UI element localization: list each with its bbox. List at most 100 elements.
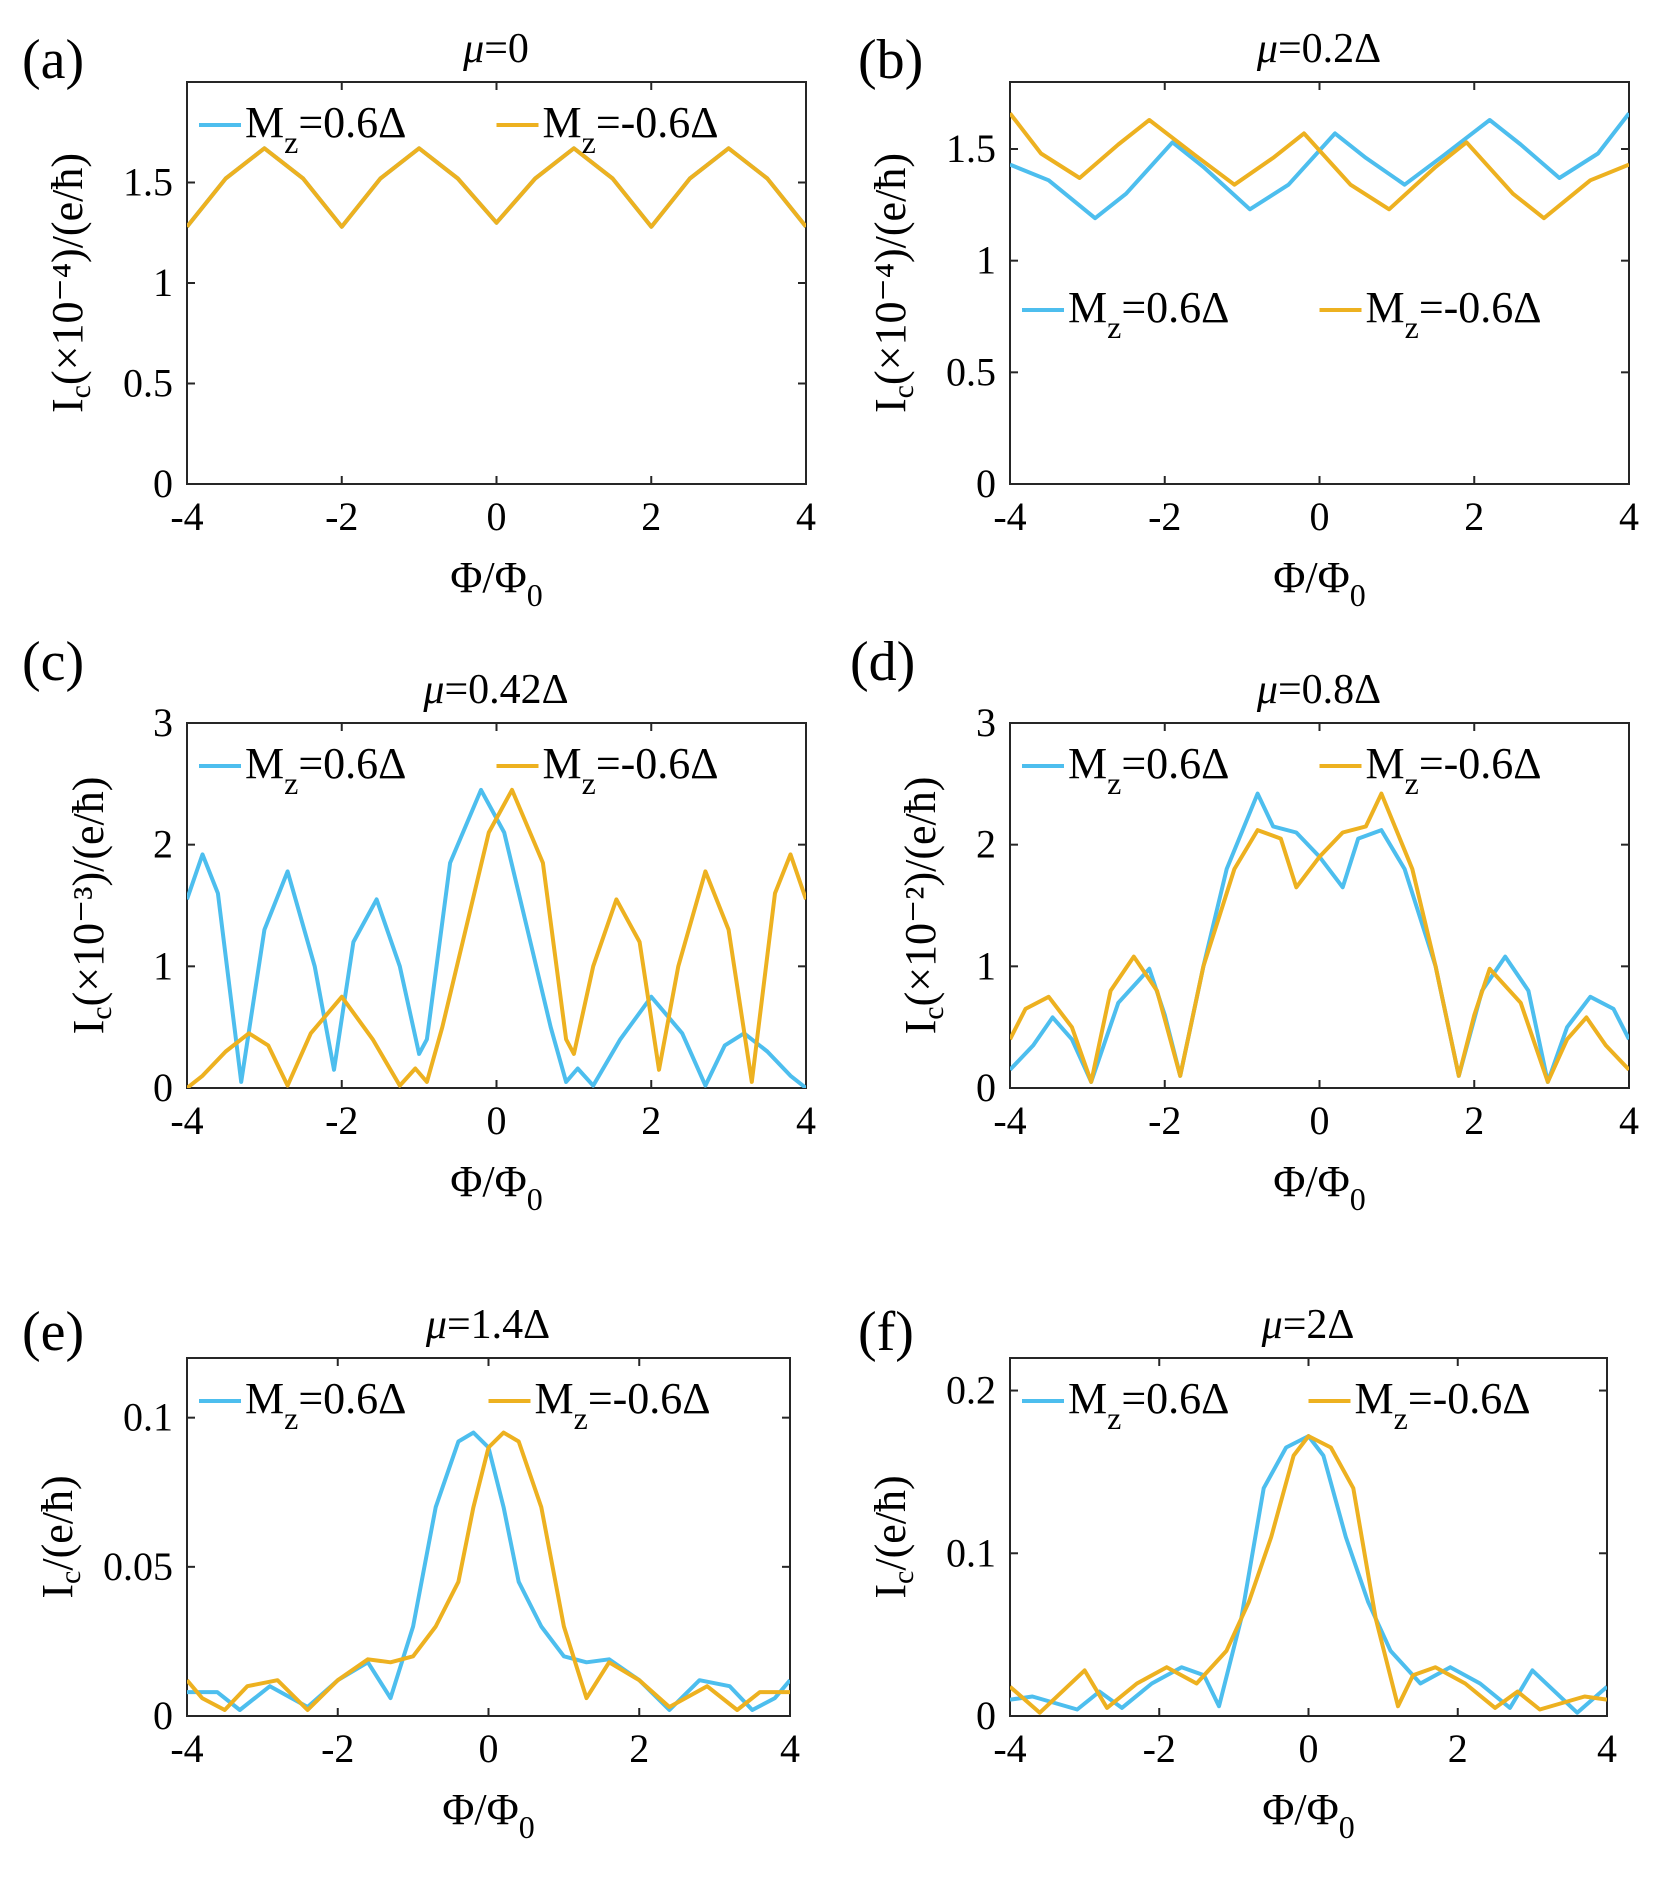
- panel-e: -4 -2 0 2 4 0 0.05 0.1 μ=1.4Δ (e) Ic/(e/ħ) Φ/Φ0 Mz=0…: [22, 1301, 800, 1845]
- x-tick-label: 0: [1310, 494, 1330, 539]
- y-tick-label: 1: [153, 943, 173, 988]
- y-tick-label: 0: [153, 1065, 173, 1110]
- panel-title: μ=2Δ: [1261, 1302, 1355, 1348]
- series-line-mz-pos: [1010, 1434, 1607, 1715]
- y-tick-label: 0: [976, 1065, 996, 1110]
- panel-title: μ=0: [462, 26, 529, 72]
- y-axis-label: Ic(×10⁻²)/(e/ħ): [896, 777, 950, 1035]
- panel-a: -4 -2 0 2 4 0 0.5 1 1.5 μ=0 (a) Ic(×10⁻⁴)/(e/ħ) Φ/Φ0…: [22, 26, 816, 613]
- legend-label: Mz=0.6Δ: [1068, 739, 1229, 801]
- y-tick-label: 0.2: [946, 1368, 996, 1413]
- x-tick-label: -4: [170, 1098, 203, 1143]
- y-tick-label: 0: [976, 1693, 996, 1738]
- x-tick-label: 4: [1619, 494, 1639, 539]
- x-tick-label: 2: [1448, 1726, 1468, 1771]
- panel-label: (b): [858, 29, 923, 91]
- legend-label: Mz=-0.6Δ: [535, 1374, 711, 1436]
- legend-label: Mz=-0.6Δ: [1366, 739, 1542, 801]
- y-tick-label: 3: [153, 700, 173, 745]
- x-tick-label: 0: [479, 1726, 499, 1771]
- legend-label: Mz=0.6Δ: [1068, 1374, 1229, 1436]
- legend-label: Mz=0.6Δ: [245, 1374, 406, 1436]
- panel-title: μ=1.4Δ: [425, 1302, 550, 1348]
- series-line-mz-neg: [1010, 112, 1629, 221]
- x-tick-label: -2: [1148, 1098, 1181, 1143]
- x-tick-label: -2: [1148, 494, 1181, 539]
- x-tick-label: 4: [796, 1098, 816, 1143]
- x-tick-label: -2: [325, 494, 358, 539]
- series-line-mz-neg: [187, 146, 806, 229]
- x-axis-label: Φ/Φ0: [1273, 1157, 1366, 1217]
- x-tick-label: 4: [780, 1726, 800, 1771]
- x-axis-label: Φ/Φ0: [1273, 553, 1366, 613]
- x-tick-label: 2: [641, 494, 661, 539]
- legend-label: Mz=0.6Δ: [1068, 283, 1229, 345]
- x-tick-label: -4: [170, 494, 203, 539]
- legend-label: Mz=-0.6Δ: [1366, 283, 1542, 345]
- x-tick-label: -4: [993, 1726, 1026, 1771]
- x-tick-label: 0: [1299, 1726, 1319, 1771]
- panel-c: -4 -2 0 2 4 0 1 2 3 μ=0.42Δ (c) Ic(×10⁻³)/(e/ħ) Φ/Φ0…: [22, 631, 816, 1217]
- panel-d: -4 -2 0 2 4 0 1 2 3 μ=0.8Δ (d) Ic(×10⁻²)/(e/ħ) Φ/Φ0 M…: [850, 631, 1639, 1217]
- y-tick-label: 1: [976, 238, 996, 283]
- x-tick-label: 0: [1310, 1098, 1330, 1143]
- panel-label: (f): [858, 1301, 914, 1363]
- panel-title: μ=0.2Δ: [1256, 26, 1381, 72]
- y-tick-label: 0.1: [123, 1395, 173, 1440]
- y-tick-label: 2: [153, 822, 173, 867]
- panel-title: μ=0.42Δ: [422, 667, 568, 713]
- x-axis-label: Φ/Φ0: [450, 1157, 543, 1217]
- y-tick-label: 1.5: [123, 160, 173, 205]
- x-tick-label: -4: [170, 1726, 203, 1771]
- panel-label: (a): [22, 29, 84, 91]
- x-tick-label: 2: [641, 1098, 661, 1143]
- y-axis-label: Ic/(e/ħ): [866, 1475, 920, 1598]
- series-line-mz-pos: [187, 787, 806, 1088]
- legend-label: Mz=-0.6Δ: [543, 739, 719, 801]
- x-tick-label: 0: [487, 1098, 507, 1143]
- panel-label: (c): [22, 631, 84, 693]
- x-axis-label: Φ/Φ0: [442, 1785, 535, 1845]
- x-tick-label: -2: [1143, 1726, 1176, 1771]
- legend-label: Mz=0.6Δ: [245, 98, 406, 160]
- x-tick-label: 4: [796, 494, 816, 539]
- panel-f: -4 -2 0 2 4 0 0.1 0.2 μ=2Δ (f) Ic/(e/ħ) Φ/Φ0 Mz=0.6Δ…: [858, 1301, 1617, 1845]
- y-tick-label: 1: [976, 943, 996, 988]
- x-axis-label: Φ/Φ0: [1262, 1785, 1355, 1845]
- series-line-mz-neg: [1010, 791, 1629, 1084]
- y-tick-label: 1.5: [946, 126, 996, 171]
- legend-label: Mz=-0.6Δ: [1355, 1374, 1531, 1436]
- x-tick-label: 4: [1619, 1098, 1639, 1143]
- legend-label: Mz=-0.6Δ: [543, 98, 719, 160]
- y-axis-label: Ic(×10⁻⁴)/(e/ħ): [866, 153, 920, 413]
- y-tick-label: 2: [976, 822, 996, 867]
- y-tick-label: 0.5: [946, 349, 996, 394]
- y-axis-label: Ic(×10⁻³)/(e/ħ): [64, 777, 118, 1035]
- y-tick-label: 1: [153, 260, 173, 305]
- y-tick-label: 0.5: [123, 361, 173, 406]
- x-tick-label: 0: [487, 494, 507, 539]
- x-tick-label: 4: [1597, 1726, 1617, 1771]
- series-line-mz-neg: [187, 1430, 790, 1712]
- panel-title: μ=0.8Δ: [1256, 667, 1381, 713]
- y-tick-label: 0.05: [103, 1544, 173, 1589]
- x-tick-label: 2: [1464, 494, 1484, 539]
- y-tick-label: 0: [976, 461, 996, 506]
- x-tick-label: 2: [1464, 1098, 1484, 1143]
- y-tick-label: 0.1: [946, 1530, 996, 1575]
- x-tick-label: 2: [629, 1726, 649, 1771]
- x-tick-label: -2: [321, 1726, 354, 1771]
- series-line-mz-pos: [1010, 791, 1629, 1084]
- y-tick-label: 3: [976, 700, 996, 745]
- series-line-mz-pos: [1010, 112, 1629, 221]
- y-axis-label: Ic(×10⁻⁴)/(e/ħ): [43, 153, 97, 413]
- x-tick-label: -4: [993, 494, 1026, 539]
- series-line-mz-pos: [187, 1430, 790, 1712]
- series-line-mz-neg: [187, 787, 806, 1088]
- panel-b: -4 -2 0 2 4 0 0.5 1 1.5 μ=0.2Δ (b) Ic(×10⁻⁴)/(e/ħ) Φ…: [858, 26, 1639, 613]
- y-tick-label: 0: [153, 461, 173, 506]
- panel-label: (e): [22, 1301, 84, 1363]
- x-tick-label: -2: [325, 1098, 358, 1143]
- x-tick-label: -4: [993, 1098, 1026, 1143]
